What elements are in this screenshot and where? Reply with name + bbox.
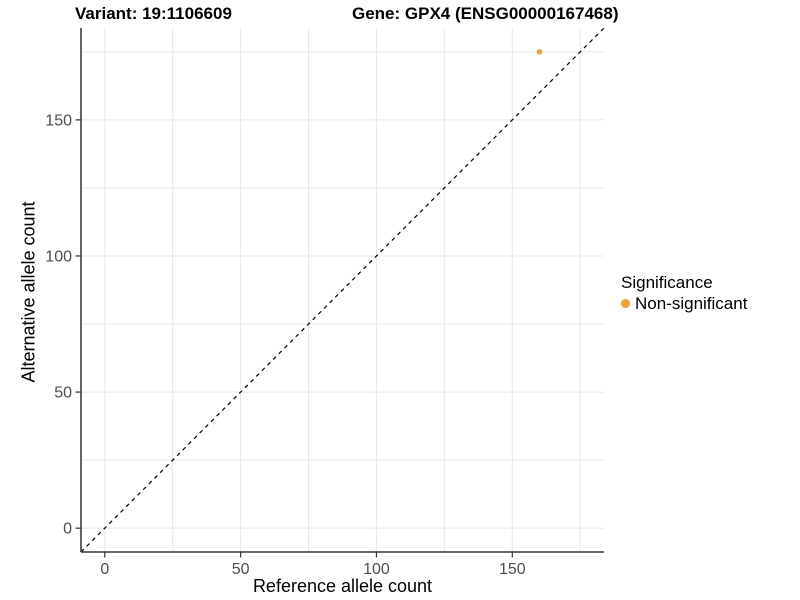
legend-title: Significance xyxy=(621,273,713,292)
identity-line xyxy=(80,27,605,553)
data-point xyxy=(536,49,543,55)
plot-canvas: 0 50 100 150 0 50 100 150 xyxy=(45,27,605,578)
legend-item-label: Non-significant xyxy=(635,294,748,313)
legend: Significance Non-significant xyxy=(621,272,747,314)
circle-icon xyxy=(621,299,630,308)
y-tick-label: 100 xyxy=(45,248,72,265)
gene-title: Gene: GPX4 (ENSG00000167468) xyxy=(352,4,619,23)
x-tick-label: 100 xyxy=(363,561,390,578)
x-tick-label: 150 xyxy=(499,561,526,578)
y-tick-label: 0 xyxy=(63,521,72,538)
y-tick-label: 50 xyxy=(54,385,72,402)
y-tick-label: 150 xyxy=(45,112,72,129)
x-tick-label: 50 xyxy=(232,561,250,578)
x-tick-label: 0 xyxy=(100,561,109,578)
variant-title: Variant: 19:1106609 xyxy=(75,4,232,23)
x-axis-title: Reference allele count xyxy=(252,576,433,596)
plot-panel: 0 50 100 150 0 50 100 150 xyxy=(30,20,615,580)
legend-item: Non-significant xyxy=(621,293,747,314)
